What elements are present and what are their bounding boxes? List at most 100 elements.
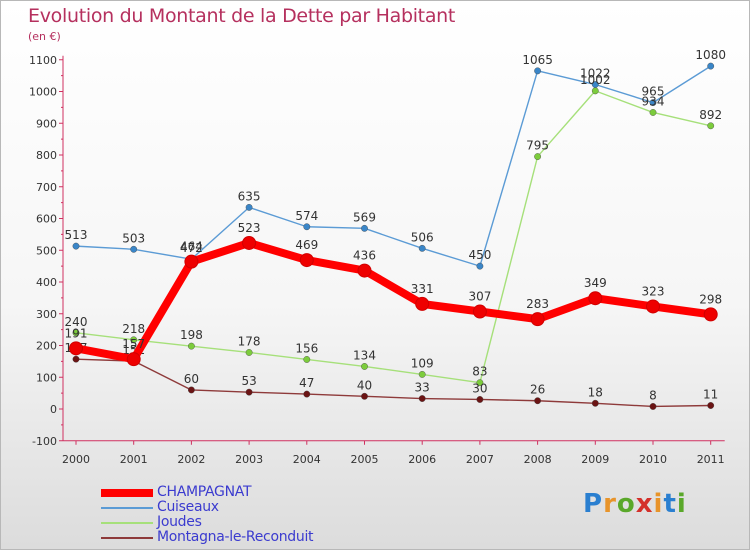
data-point xyxy=(588,291,603,306)
data-point xyxy=(187,386,195,394)
data-label: 965 xyxy=(642,85,665,99)
legend-swatch xyxy=(101,506,153,509)
logo-letter: P xyxy=(583,489,604,519)
legend-swatch xyxy=(101,536,153,539)
logo-letter: o xyxy=(616,489,636,519)
x-tick-label: 2010 xyxy=(639,453,667,466)
data-point xyxy=(472,304,487,319)
legend-label: Joudes xyxy=(157,514,202,530)
data-label: 795 xyxy=(526,139,549,153)
data-label: 469 xyxy=(295,238,318,252)
data-label: 8 xyxy=(649,388,657,402)
series-line-montagna-le-reconduit xyxy=(75,358,712,408)
data-label: 40 xyxy=(357,378,372,392)
y-tick-label: 400 xyxy=(36,276,57,289)
data-point xyxy=(245,349,253,356)
data-label: 323 xyxy=(642,284,665,298)
data-label: 506 xyxy=(411,230,434,244)
data-point xyxy=(476,396,484,403)
logo-letter: t xyxy=(663,489,677,519)
y-tick-label: 700 xyxy=(36,181,57,194)
logo-letter: x xyxy=(635,489,654,519)
x-tick-label: 2011 xyxy=(697,453,725,466)
data-label: 472 xyxy=(180,241,203,255)
x-tick-label: 2003 xyxy=(235,453,263,466)
data-point xyxy=(72,329,80,337)
y-tick-label: 100 xyxy=(36,371,57,384)
data-label: 436 xyxy=(353,249,376,263)
y-tick-label: 1000 xyxy=(29,86,57,99)
data-point xyxy=(418,395,426,402)
y-tick-label: 900 xyxy=(36,117,57,130)
data-point xyxy=(126,352,141,367)
data-label: 1065 xyxy=(522,53,553,67)
y-tick-label: 800 xyxy=(36,149,57,162)
data-point xyxy=(591,399,599,407)
data-label: 307 xyxy=(468,290,491,304)
proxiti-logo: Proxiti xyxy=(583,489,687,519)
x-tick-label: 2000 xyxy=(62,453,90,466)
logo-letter: r xyxy=(603,489,617,519)
series-line-cuiseaux xyxy=(75,65,712,267)
legend-label: Montagna-le-Reconduit xyxy=(157,529,314,545)
data-point xyxy=(303,390,311,398)
y-tick-label: 300 xyxy=(36,308,57,321)
data-point xyxy=(476,262,484,270)
data-label: 157 xyxy=(122,337,145,351)
data-label: 635 xyxy=(238,189,261,203)
data-label: 464 xyxy=(180,240,203,254)
data-label: 109 xyxy=(411,356,434,370)
data-point xyxy=(303,356,311,363)
data-point xyxy=(418,244,426,252)
chart-unit: (en €) xyxy=(28,30,61,43)
data-label: 349 xyxy=(584,276,607,290)
y-tick-label: 600 xyxy=(36,213,57,226)
data-point xyxy=(299,253,314,268)
x-tick-label: 2005 xyxy=(351,453,379,466)
data-label: 156 xyxy=(295,341,318,355)
data-point xyxy=(72,242,80,250)
data-label: 934 xyxy=(642,94,665,108)
logo-letter: i xyxy=(676,489,687,519)
data-point xyxy=(245,203,253,211)
data-label: 1022 xyxy=(580,67,611,81)
data-point xyxy=(72,355,80,363)
data-point xyxy=(476,379,484,387)
y-tick-label: 500 xyxy=(36,244,57,257)
data-point xyxy=(245,388,253,396)
data-point xyxy=(534,153,541,160)
x-tick-label: 2004 xyxy=(293,453,321,466)
legend-label: Cuiseaux xyxy=(157,499,219,515)
chart-title: Evolution du Montant de la Dette par Hab… xyxy=(28,5,456,27)
data-point xyxy=(707,62,715,70)
data-label: 26 xyxy=(530,383,545,397)
data-label: 11 xyxy=(703,388,718,402)
legend-label: CHAMPAGNAT xyxy=(157,484,252,500)
x-tick-label: 2001 xyxy=(120,453,148,466)
data-point xyxy=(649,109,657,116)
data-point xyxy=(534,397,541,405)
data-label: 30 xyxy=(472,381,487,395)
y-tick-label: 200 xyxy=(36,340,57,353)
data-label: 18 xyxy=(588,385,603,399)
data-label: 134 xyxy=(353,348,376,362)
data-label: 83 xyxy=(472,365,487,379)
data-label: 178 xyxy=(238,334,261,348)
y-tick-label: -100 xyxy=(32,435,57,448)
y-tick-label: 1100 xyxy=(29,54,57,67)
data-label: 283 xyxy=(526,297,549,311)
data-point xyxy=(130,245,138,253)
data-point xyxy=(707,402,715,409)
data-label: 191 xyxy=(65,326,88,340)
data-label: 33 xyxy=(415,381,430,395)
logo-letter: i xyxy=(653,489,664,519)
data-label: 298 xyxy=(699,292,722,306)
x-tick-label: 2008 xyxy=(524,453,552,466)
data-point xyxy=(303,223,311,231)
x-tick-label: 2006 xyxy=(408,453,436,466)
data-label: 218 xyxy=(122,322,145,336)
data-point xyxy=(534,67,541,75)
data-point xyxy=(649,99,657,107)
